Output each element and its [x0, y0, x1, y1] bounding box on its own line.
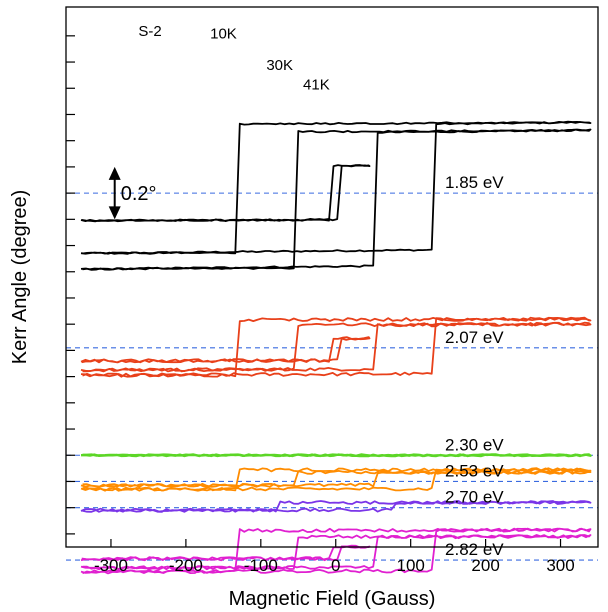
x-tick-label: -300: [94, 556, 128, 575]
temperature-label: 30K: [266, 57, 293, 74]
loop-1-1: [80, 321, 592, 373]
x-tick-label: -200: [169, 556, 203, 575]
scale-arrow-up: [108, 166, 121, 180]
loop-4-0: [80, 500, 592, 513]
loop-5-1: [80, 534, 592, 571]
temperature-label: 10K: [210, 25, 237, 42]
x-tick-label: 0: [331, 556, 340, 575]
x-tick-label: -100: [244, 556, 278, 575]
loop-3-1: [80, 469, 592, 488]
energy-label: 2.70 eV: [445, 488, 504, 507]
loop-2-0: [80, 453, 592, 458]
energy-label: 2.30 eV: [445, 435, 504, 454]
scale-bar-label: 0.2°: [121, 183, 157, 205]
scale-arrow-down: [108, 206, 121, 220]
energy-label: 2.07 eV: [445, 328, 504, 347]
x-tick-label: 200: [471, 556, 499, 575]
annotations-layer: S-2 10K 30K 41K 1.85 eV 2.07 eV 2.30 eV 2.53 eV…: [108, 23, 504, 559]
y-axis-title: Kerr Angle (degree): [9, 190, 31, 365]
x-tick-label: 300: [546, 556, 574, 575]
plot-frame: [65, 6, 599, 548]
loop-1-2: [80, 336, 371, 364]
x-axis-title: Magnetic Field (Gauss): [229, 588, 436, 610]
y-axis-ticks: [66, 35, 75, 535]
curves-layer: [80, 120, 592, 575]
energy-label: 2.53 eV: [445, 461, 504, 480]
x-axis-ticks: -300 -200 -100 0 100 200 300: [94, 539, 575, 575]
temperature-label: 41K: [303, 77, 330, 94]
energy-label: 1.85 eV: [445, 173, 504, 192]
loop-5-0: [80, 527, 592, 575]
loop-0-1: [80, 128, 592, 271]
x-tick-label: 100: [396, 556, 424, 575]
loop-3-0: [80, 467, 592, 492]
loop-0-0: [80, 120, 592, 255]
energy-label: 2.82 eV: [445, 540, 504, 559]
loop-0-2: [80, 164, 371, 223]
sample-label: S-2: [138, 23, 161, 40]
loop-1-0: [80, 316, 592, 378]
